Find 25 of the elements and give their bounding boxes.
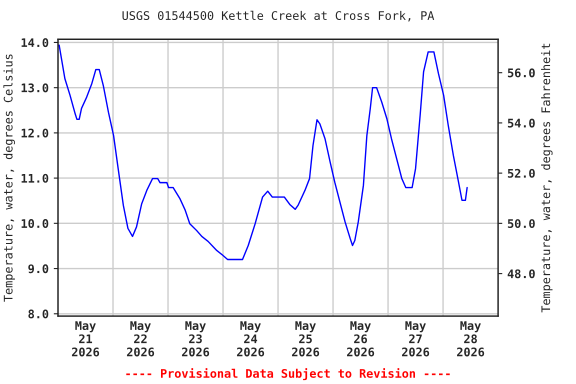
y2-tick-label: 48.0	[508, 269, 535, 278]
y2-tick-label: 54.0	[508, 118, 535, 128]
y2-tick-label: 56.0	[508, 68, 535, 78]
y-tick-label: 13.0	[22, 83, 48, 92]
x-tick-label: May 21 2026	[72, 321, 100, 356]
x-tick-label: May 24 2026	[236, 321, 264, 356]
y2-axis-title: Temperature, water, degrees Fahrenheit	[541, 44, 553, 312]
y2-tick-label: 50.0	[508, 219, 535, 228]
chart-title: USGS 01544500 Kettle Creek at Cross Fork, PA	[122, 10, 434, 22]
y-tick-label: 10.0	[22, 219, 48, 228]
y-tick-label: 8.0	[28, 309, 48, 318]
x-tick-label: May 23 2026	[182, 321, 210, 356]
x-tick-label: May 28 2026	[457, 321, 484, 356]
y2-tick-label: 52.0	[508, 168, 535, 178]
x-tick-label: May 27 2026	[402, 321, 430, 356]
x-tick-label: May 26 2026	[346, 321, 374, 356]
x-tick-label: May 22 2026	[126, 321, 154, 356]
text: ---- Provisional Data Subject to Revision ----	[126, 368, 450, 380]
y-tick-label: 9.0	[28, 264, 48, 274]
line-series	[58, 44, 468, 260]
y-tick-label: 11.0	[22, 174, 48, 183]
x-tick-label: May 25 2026	[292, 321, 320, 356]
y-axis-title: Temperature, water, degrees Celsius	[3, 54, 15, 302]
y-tick-label: 14.0	[22, 38, 48, 48]
y-tick-label: 12.0	[22, 128, 48, 138]
